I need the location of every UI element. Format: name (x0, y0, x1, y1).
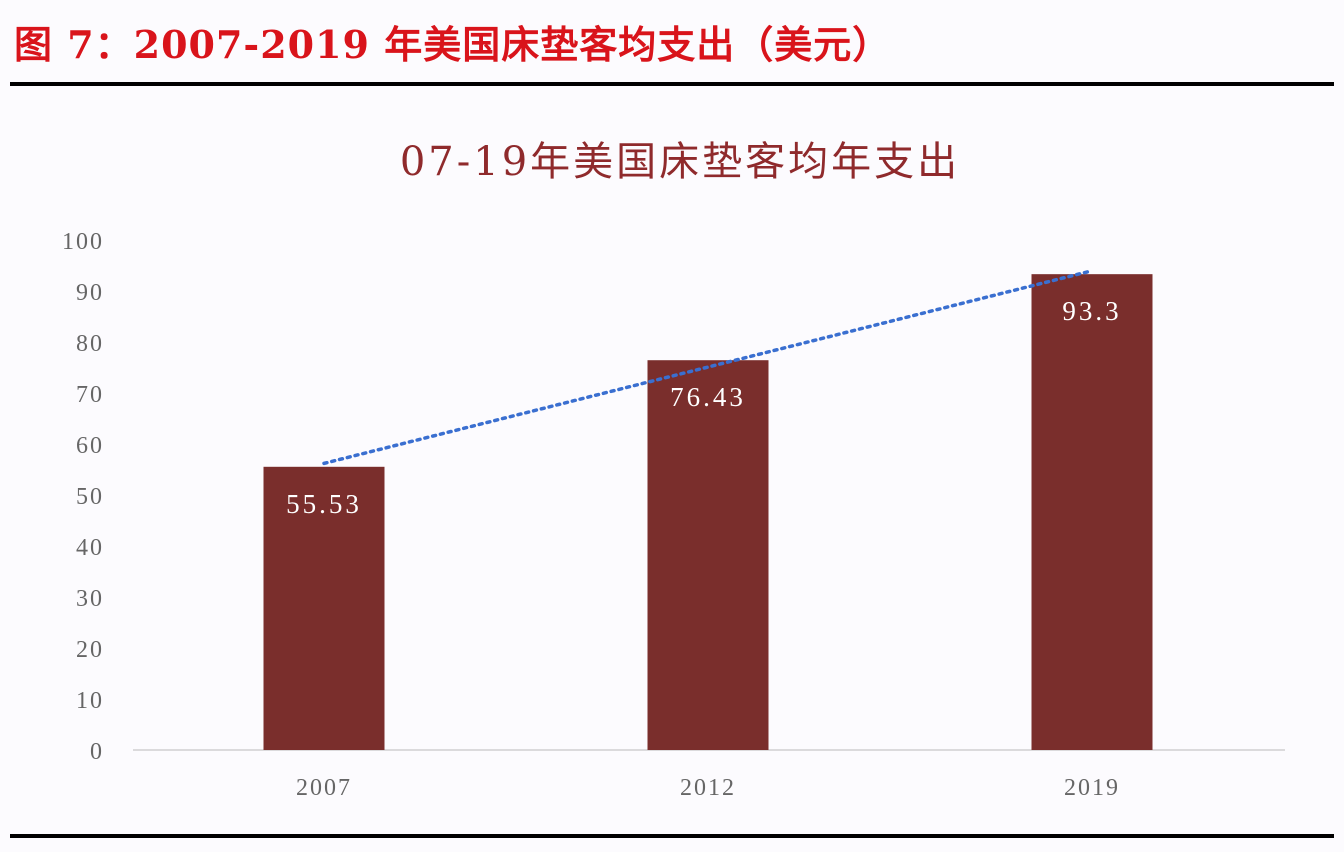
data-label: 55.53 (286, 489, 362, 519)
bar-2019 (1031, 274, 1153, 750)
chart-title: 07-19年美国床垫客均年支出 (400, 139, 960, 185)
trendline-line (322, 268, 1094, 466)
y-tick-label: 0 (90, 739, 104, 765)
y-tick-label: 20 (76, 637, 104, 663)
y-tick-label: 80 (76, 331, 104, 357)
top-rule (10, 82, 1334, 86)
x-tick-label: 2007 (296, 775, 352, 801)
bar-2007 (263, 466, 385, 750)
data-label: 76.43 (670, 382, 746, 412)
trendline (322, 268, 1094, 466)
y-tick-label: 100 (62, 229, 104, 255)
y-axis: 0 10 20 30 40 50 60 70 80 90 100 (62, 229, 104, 765)
data-labels: 55.53 76.43 93.3 (286, 296, 1121, 519)
y-tick-label: 70 (76, 382, 104, 408)
figure-title: 图 7：2007-2019 年美国床垫客均支出（美元） (14, 22, 892, 67)
y-tick-label: 60 (76, 433, 104, 459)
bars (263, 274, 1153, 750)
x-axis: 2007 2012 2019 (296, 775, 1120, 801)
bar-2012 (647, 360, 769, 750)
bottom-rule (10, 834, 1334, 838)
y-tick-label: 30 (76, 586, 104, 612)
y-tick-label: 50 (76, 484, 104, 510)
x-tick-label: 2012 (680, 775, 736, 801)
data-label: 93.3 (1062, 296, 1121, 326)
x-tick-label: 2019 (1064, 775, 1120, 801)
y-tick-label: 90 (76, 280, 104, 306)
y-tick-label: 40 (76, 535, 104, 561)
y-tick-label: 10 (76, 688, 104, 714)
